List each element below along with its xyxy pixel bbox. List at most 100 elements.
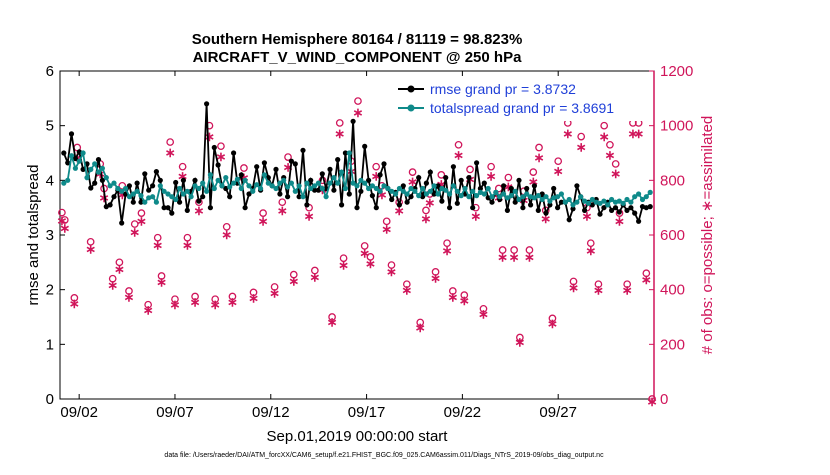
obs-assimilated-marker: ∗ — [568, 280, 579, 295]
rmse-point — [196, 198, 202, 204]
obs-possible-marker — [58, 208, 66, 217]
obs-assimilated-marker: ∗ — [610, 166, 621, 181]
obs-possible-marker — [153, 233, 162, 242]
obs-possible-marker — [510, 246, 518, 254]
spread-point — [570, 202, 576, 208]
obs-assimilated-marker: ∗ — [524, 250, 535, 265]
obs-assimilated-marker: ∗ — [528, 174, 539, 189]
spread-point — [589, 196, 595, 203]
rmse-point — [80, 166, 86, 172]
obs-assimilated-marker: ∗ — [401, 283, 412, 298]
obs-possible-marker — [460, 291, 469, 299]
obs-assimilated-marker: ∗ — [85, 242, 96, 257]
y-right-tick-label: 800 — [660, 172, 685, 189]
obs-assimilated-marker: ∗ — [204, 129, 215, 144]
obs-possible-marker — [416, 318, 425, 327]
obs-possible-marker — [144, 300, 152, 309]
obs-assimilated-marker: ∗ — [338, 257, 349, 272]
rmse-point — [404, 199, 410, 205]
obs-assimilated-marker: ∗ — [394, 203, 405, 218]
spread-point — [211, 185, 217, 192]
rmse-point — [474, 160, 480, 166]
obs-possible-marker — [535, 143, 543, 152]
rmse-point — [169, 210, 175, 216]
obs-possible-marker — [382, 217, 391, 226]
rmse-point — [555, 205, 561, 211]
spread-point — [427, 188, 433, 194]
rmse-point — [574, 183, 580, 189]
obs-possible-marker — [443, 239, 451, 248]
rmse-point — [335, 157, 341, 163]
spread-point — [462, 185, 468, 192]
obs-possible-marker — [284, 153, 292, 161]
obs-assimilated-marker: ∗ — [503, 179, 514, 194]
obs-possible-marker — [623, 280, 632, 289]
obs-possible-marker — [259, 209, 267, 217]
spread-point — [184, 188, 190, 194]
spread-point — [277, 180, 283, 186]
rmse-point — [647, 204, 653, 210]
rmse-point — [88, 185, 94, 191]
spread-point — [566, 196, 572, 203]
obs-assimilated-marker: ∗ — [152, 238, 163, 253]
rmse-point — [231, 150, 237, 156]
spread-point — [531, 195, 538, 201]
obs-assimilated-marker: ∗ — [277, 203, 288, 218]
rmse-point — [408, 194, 414, 200]
spread-point — [624, 196, 630, 203]
spread-point — [458, 193, 464, 199]
obs-possible-marker — [466, 165, 474, 174]
spread-point — [115, 185, 121, 192]
rmse-point — [119, 220, 125, 226]
spread-point — [551, 195, 557, 201]
spread-point — [339, 169, 345, 175]
spread-point — [261, 172, 267, 178]
obs-markers: ∗ ∗ ∗ ∗ ∗ ∗ ∗ ∗ ∗ ∗ ∗ ∗ ∗ ∗ ∗ ∗ ∗ ∗ ∗ ∗ ∗ ∗ ∗ ∗ ∗ ∗ ∗ ∗ ∗ ∗ ∗ ∗ ∗ ∗ ∗ ∗ ∗ ∗ ∗ ∗… — [56, 97, 658, 409]
spread-point — [420, 185, 426, 192]
legend-box — [394, 77, 648, 121]
rmse-point — [92, 180, 98, 186]
rmse-point — [416, 175, 422, 181]
spread-point — [393, 191, 399, 197]
spread-point — [327, 180, 333, 186]
spread-point — [404, 191, 410, 197]
rmse-point — [68, 131, 75, 137]
obs-assimilated-marker: ∗ — [453, 147, 464, 162]
rmse-point — [381, 161, 387, 167]
obs-possible-marker — [387, 261, 396, 269]
obs-assimilated-marker: ∗ — [436, 177, 447, 192]
spread-point — [99, 165, 105, 171]
rmse-point — [273, 166, 279, 172]
rmse-point — [447, 205, 453, 211]
rmse-point — [458, 177, 464, 183]
rmse-point — [489, 199, 495, 205]
rmse-point — [566, 217, 572, 223]
spread-point — [288, 180, 294, 186]
obs-possible-marker — [183, 233, 192, 242]
obs-assimilated-marker: ∗ — [470, 208, 481, 223]
y-left-tick-label: 6 — [46, 63, 54, 80]
y-left-tick-label: 2 — [46, 282, 54, 299]
obs-possible-marker — [115, 258, 124, 267]
obs-possible-marker — [157, 272, 166, 280]
rmse-point — [246, 191, 252, 197]
rmse-point — [254, 164, 260, 170]
obs-assimilated-marker: ∗ — [269, 285, 280, 300]
spread-point — [620, 200, 626, 206]
obs-possible-marker — [130, 220, 139, 228]
legend-spread-label: totalspread grand pr = 3.8691 — [430, 100, 614, 116]
rmse-point — [304, 202, 310, 208]
obs-assimilated-marker: ∗ — [182, 238, 193, 253]
rmse-point — [346, 191, 352, 197]
rmse-point — [435, 183, 441, 189]
rmse-point — [288, 158, 294, 164]
spread-point — [508, 193, 514, 199]
y-right-tick-label: 1200 — [660, 63, 693, 80]
rmse-point — [373, 205, 379, 211]
rmse-point — [400, 183, 406, 189]
rmse-point — [261, 160, 267, 166]
rmse-point — [215, 162, 221, 168]
rmse-point — [628, 205, 634, 211]
spread-point — [296, 183, 302, 189]
rmse-point — [558, 199, 565, 205]
